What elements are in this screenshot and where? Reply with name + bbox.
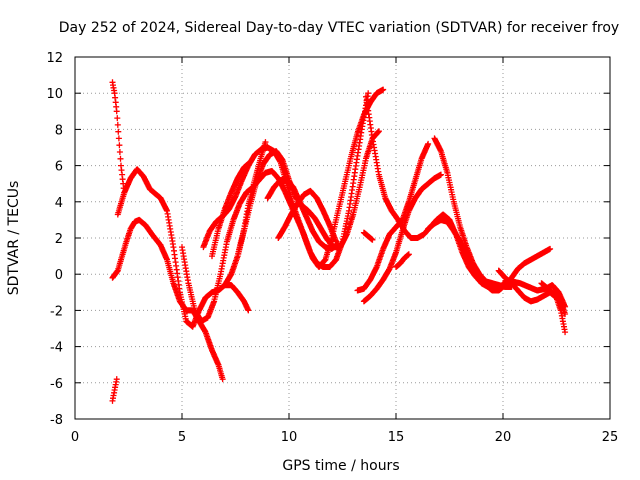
data-point (333, 238, 340, 245)
x-tick-label: 15 (388, 430, 405, 445)
series-arc-f (200, 86, 387, 270)
data-point (117, 155, 124, 162)
y-tick-label: 12 (46, 51, 63, 66)
y-tick-label: -6 (50, 377, 63, 392)
series-arc-j (264, 177, 342, 252)
series-arc-p (363, 93, 504, 292)
y-tick-label: -2 (50, 304, 63, 319)
data-point (437, 171, 444, 178)
y-tick-label: 8 (55, 123, 63, 138)
data-point (375, 128, 382, 135)
y-tick-label: -8 (50, 413, 63, 428)
data-point (115, 135, 122, 142)
data-point (113, 376, 120, 383)
y-tick-label: 2 (55, 232, 63, 247)
x-axis-label: GPS time / hours (282, 458, 399, 474)
series-arc-k (275, 187, 340, 245)
data-point (114, 115, 121, 122)
x-tick-labels: 0 5 10 15 20 25 (71, 430, 618, 445)
data-point (562, 329, 569, 336)
series-arc-a (109, 79, 128, 196)
data-point (116, 149, 123, 155)
series-arc-u (538, 280, 569, 318)
grid (75, 57, 610, 419)
data-series (109, 79, 569, 404)
data-point (405, 251, 412, 258)
data-point (219, 376, 226, 383)
data-point (547, 245, 554, 252)
data-point (380, 86, 387, 93)
data-point (562, 311, 569, 318)
series-arc-h (221, 282, 252, 314)
data-point (116, 142, 123, 149)
x-tick-label: 5 (178, 430, 186, 445)
x-tick-label: 10 (281, 430, 298, 445)
x-tick-label: 0 (71, 430, 79, 445)
data-point (114, 121, 121, 128)
x-tick-label: 25 (602, 430, 619, 445)
series-arc-e (179, 90, 372, 325)
y-axis-label: SDTVAR / TECUs (6, 181, 22, 296)
series-arc-c (109, 216, 226, 383)
series-arc-b (109, 376, 120, 404)
data-point (365, 90, 372, 97)
series-arc-m (360, 171, 444, 305)
chart-title: Day 252 of 2024, Sidereal Day-to-day VTE… (59, 20, 619, 36)
y-tick-label: 0 (55, 268, 63, 283)
data-point (262, 139, 269, 146)
data-point (425, 140, 432, 147)
data-point (369, 236, 376, 243)
y-tick-label: -4 (50, 341, 63, 356)
series-arc-o (393, 251, 412, 270)
series-arc-s (495, 267, 569, 336)
data-point (115, 128, 122, 135)
x-tick-label: 20 (495, 430, 512, 445)
data-point (245, 307, 252, 314)
series-arc-g (209, 158, 254, 260)
data-point (113, 108, 120, 115)
y-tick-label: 10 (46, 87, 63, 102)
y-tick-label: 4 (55, 196, 63, 211)
y-tick-labels: -8 -6 -4 -2 0 2 4 6 8 10 12 (46, 51, 63, 428)
data-point (247, 158, 254, 165)
series-arc-n (360, 229, 376, 243)
y-tick-label: 6 (55, 160, 63, 175)
axis-ticks (74, 56, 611, 420)
